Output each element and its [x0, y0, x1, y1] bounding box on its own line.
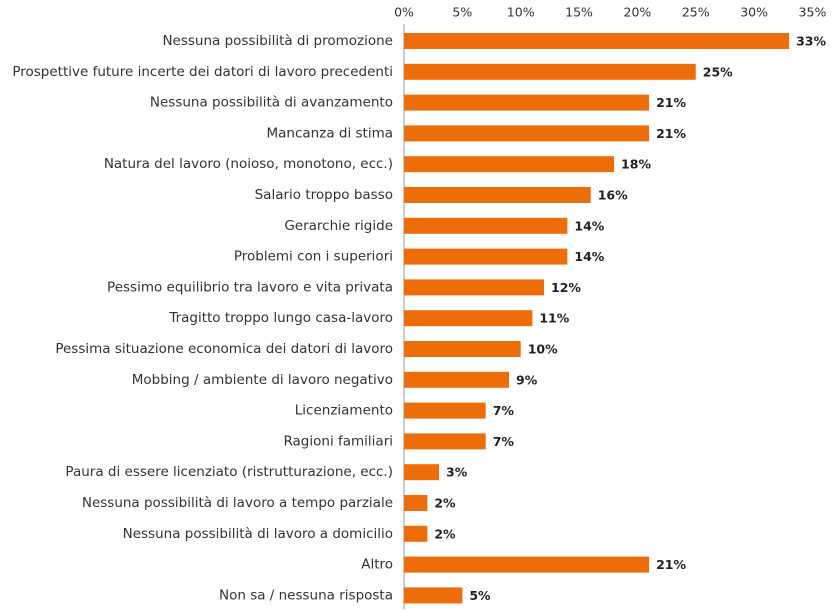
data-label: 25%	[703, 64, 733, 79]
bar	[404, 33, 790, 49]
category-label: Tragitto troppo lungo casa-lavoro	[168, 310, 393, 326]
data-label: 12%	[551, 280, 581, 295]
category-label: Nessuna possibilità di lavoro a domicili…	[123, 526, 393, 542]
bar	[404, 556, 650, 573]
data-label: 9%	[516, 372, 538, 387]
bar	[404, 341, 521, 357]
data-label: 18%	[621, 157, 651, 172]
category-label: Pessima situazione economica dei datori …	[55, 341, 393, 357]
x-tick-label: 15%	[565, 5, 593, 20]
x-tick-label: 35%	[799, 5, 827, 20]
bar	[404, 525, 428, 542]
data-label: 5%	[469, 588, 491, 603]
category-label: Altro	[361, 557, 393, 573]
category-label: Nessuna possibilità di lavoro a tempo pa…	[82, 495, 393, 511]
category-label: Natura del lavoro (noioso, monotono, ecc…	[104, 156, 393, 172]
category-label: Nessuna possibilità di promozione	[162, 33, 393, 49]
bar	[404, 587, 463, 604]
category-label: Gerarchie rigide	[284, 218, 393, 234]
category-label: Salario troppo basso	[255, 187, 393, 203]
x-tick-label: 5%	[452, 5, 472, 20]
bar	[404, 402, 486, 419]
bar	[404, 433, 486, 450]
category-label: Pessimo equilibrio tra lavoro e vita pri…	[107, 279, 393, 295]
category-label: Paura di essere licenziato (ristrutturaz…	[65, 464, 393, 480]
data-label: 21%	[656, 126, 686, 141]
category-label: Problemi con i superiori	[234, 249, 393, 265]
x-tick-label: 20%	[624, 5, 652, 20]
bar	[404, 63, 696, 80]
bar	[404, 279, 545, 296]
bar	[404, 94, 650, 111]
data-label: 10%	[528, 342, 558, 357]
value-labels: 33% 25% 21% 21% 18% 16% 14% 14% 12% 11% 10% 9% 7% 7% 3…	[434, 34, 826, 603]
data-label: 21%	[656, 557, 686, 572]
bar	[404, 248, 568, 265]
bar	[404, 156, 615, 173]
bar	[404, 217, 568, 234]
data-label: 7%	[493, 403, 515, 418]
data-label: 2%	[434, 496, 456, 511]
x-tick-label: 10%	[507, 5, 535, 20]
bar	[404, 187, 591, 203]
data-label: 3%	[446, 465, 468, 480]
data-label: 11%	[539, 311, 569, 326]
data-label: 21%	[656, 95, 686, 110]
data-label: 7%	[493, 434, 515, 449]
bar	[404, 464, 440, 481]
bar	[404, 495, 428, 511]
category-label: Nessuna possibilità di avanzamento	[150, 95, 393, 111]
category-label: Licenziamento	[295, 403, 393, 419]
bar	[404, 125, 650, 142]
category-label: Prospettive future incerte dei datori di…	[12, 64, 393, 80]
bar	[404, 371, 510, 388]
x-tick-label: 25%	[682, 5, 710, 20]
bar	[404, 310, 533, 327]
category-labels: Nessuna possibilità di promozione Prospet…	[12, 33, 393, 603]
data-label: 14%	[574, 249, 604, 264]
category-label: Ragioni familiari	[283, 433, 393, 449]
x-tick-label: 30%	[740, 5, 768, 20]
data-label: 33%	[796, 34, 826, 49]
data-label: 16%	[598, 188, 628, 203]
category-label: Mancanza di stima	[267, 125, 394, 141]
bars-group	[404, 33, 790, 604]
x-tick-label: 0%	[394, 5, 414, 20]
x-axis-ticks: 0% 5% 10% 15% 20% 25% 30% 35%	[394, 5, 826, 20]
category-label: Mobbing / ambiente di lavoro negativo	[132, 372, 393, 388]
data-label: 14%	[574, 218, 604, 233]
data-label: 2%	[434, 526, 456, 541]
category-label: Non sa / nessuna risposta	[219, 587, 393, 603]
